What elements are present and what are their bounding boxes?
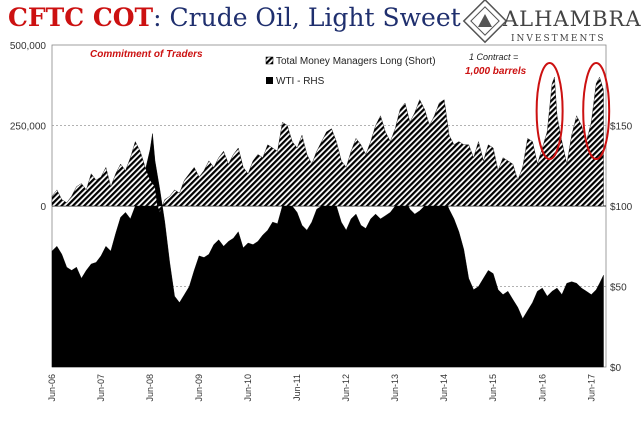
x-tick-label: Jun-12 [341,374,351,402]
y-right-tick-label: $100 [610,202,633,213]
y-left-tick-label: 500,000 [10,41,47,52]
annotation-line1: 1 Contract = [469,52,518,62]
legend-swatch-long [265,56,274,65]
y-left-tick-label: 0 [40,202,46,213]
x-tick-label: Jun-14 [439,374,449,402]
alhambra-logo-icon [462,0,508,44]
y-right-tick-label: $0 [610,363,622,374]
x-tick-label: Jun-13 [390,374,400,402]
y-right-tick-label: $150 [610,122,633,133]
logo-sub: INVESTMENTS [511,34,606,44]
x-tick-label: Jun-16 [537,374,547,402]
legend-label-long: Total Money Managers Long (Short) [276,56,436,67]
chart-subtitle: Commitment of Traders [90,49,203,60]
logo-name: ALHAMBRA [503,7,641,31]
x-tick-label: Jun-15 [488,374,498,402]
x-tick-label: Jun-08 [145,374,155,402]
chart-title: CFTC COT: Crude Oil, Light Sweet [8,3,461,32]
chart-title-main: CFTC COT [8,3,154,32]
x-tick-label: Jun-17 [586,374,596,402]
legend-swatch-wti [266,77,273,84]
x-tick-label: Jun-07 [96,374,106,402]
y-left-tick-label: 250,000 [10,122,47,133]
chart-title-rest: : Crude Oil, Light Sweet [153,3,461,32]
x-tick-label: Jun-11 [292,374,302,401]
highlight-ellipse [535,62,564,160]
money-managers-area [51,76,604,213]
x-tick-label: Jun-06 [47,374,57,402]
annotation-line2: 1,000 barrels [465,66,527,77]
y-right-tick-label: $50 [610,283,627,294]
highlight-ellipse [582,62,611,160]
x-tick-label: Jun-10 [243,374,253,402]
legend-label-wti: WTI - RHS [276,76,325,87]
x-tick-label: Jun-09 [194,374,204,402]
